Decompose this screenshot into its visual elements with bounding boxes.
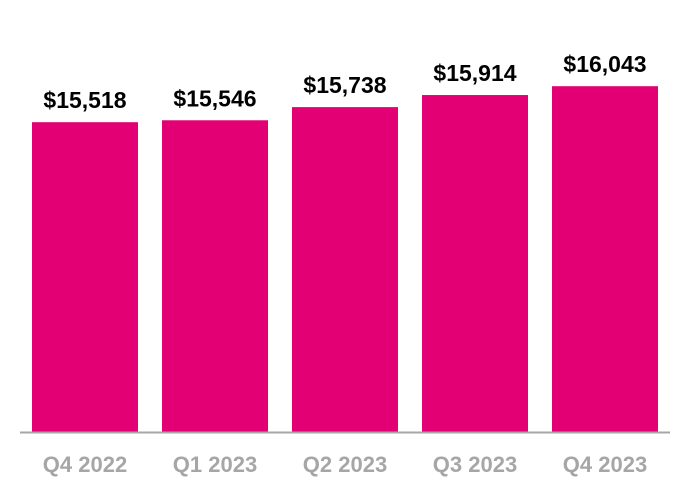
data-label: $15,546 (173, 85, 256, 111)
x-tick-label: Q4 2022 (43, 452, 127, 477)
x-tick-label: Q2 2023 (303, 452, 387, 477)
data-label: $15,738 (303, 72, 386, 98)
x-tick-label: Q3 2023 (433, 452, 517, 477)
bar-q4-2023 (552, 86, 658, 433)
x-tick-label: Q1 2023 (173, 452, 257, 477)
data-label: $15,914 (433, 60, 516, 86)
data-label: $15,518 (43, 87, 126, 113)
x-tick-label: Q4 2023 (563, 452, 647, 477)
bar-q1-2023 (162, 120, 268, 432)
bar-q4-2022 (32, 122, 138, 433)
bar-q3-2023 (422, 95, 528, 432)
bar-q2-2023 (292, 107, 398, 432)
data-label: $16,043 (563, 51, 646, 77)
